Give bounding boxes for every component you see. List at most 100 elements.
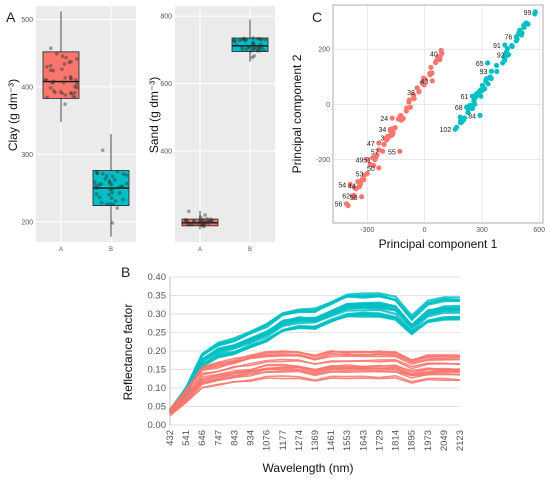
pca-plot-border (332, 4, 544, 224)
sand-jitter-point (252, 54, 257, 58)
pca-point-label: 40 (430, 51, 438, 58)
sand-jitter-point (253, 45, 258, 50)
clay-jitter-point (95, 186, 99, 190)
pca-labeled-point (429, 78, 435, 84)
pca-point-group-a (404, 105, 410, 111)
sand-jitter-point (189, 222, 194, 227)
spectra-line-group-b (169, 313, 460, 413)
clay-y-tick-label: 300 (21, 152, 33, 159)
spectra-y-tick-label: 0.15 (148, 365, 167, 376)
pca-labeled-point (387, 126, 393, 132)
pca-point-label: 24 (380, 116, 388, 123)
clay-jitter-point (110, 221, 115, 225)
clay-jitter-point (51, 68, 56, 73)
spectra-y-tick-label: 0.35 (148, 291, 167, 302)
clay-jitter-point (60, 67, 64, 72)
pca-point-label: 54 (338, 182, 346, 189)
pca-point-group-b (484, 76, 490, 82)
pca-point-label: 43 (420, 79, 428, 86)
clay-jitter-point (62, 62, 67, 66)
pca-point-group-a (406, 97, 413, 103)
clay-jitter-point (97, 182, 101, 187)
pca-y-tick-label: 200 (318, 47, 330, 54)
clay-jitter-point (63, 102, 67, 106)
sand-jitter-point (239, 37, 244, 42)
pca-point-group-a (392, 125, 398, 131)
clay-jitter-point (45, 95, 49, 100)
pca-labeled-point (469, 93, 475, 99)
clay-jitter-point (117, 191, 122, 195)
sand-jitter-point (197, 220, 202, 224)
clay-jitter-point (52, 89, 56, 93)
sand-jitter-point (258, 37, 263, 41)
pca-point-group-b (461, 115, 467, 121)
pca-point-label: 51 (363, 158, 371, 165)
pca-labeled-point (385, 134, 391, 141)
clay-jitter-point (100, 148, 105, 153)
spectra-line-group-a (169, 377, 461, 417)
pca-point-label: 65 (476, 61, 484, 68)
sand-jitter-point (210, 218, 214, 223)
spectra-line-group-a (169, 349, 461, 412)
clay-jitter-point (63, 76, 67, 80)
clay-y-axis-title: Clay (g dm⁻³) (6, 79, 20, 151)
sand-jitter-point (185, 219, 190, 223)
spectra-y-tick-label: 0.30 (148, 309, 167, 320)
panel-letter-b: B (121, 264, 130, 280)
clay-jitter-point (99, 182, 103, 186)
pca-point-group-b (523, 20, 529, 26)
pca-point-group-a (398, 115, 404, 121)
clay-jitter-point (110, 187, 114, 192)
spectra-x-tick-label: 1177 (278, 430, 289, 450)
clay-jitter-point (61, 80, 66, 85)
spectra-line-group-a (169, 353, 461, 411)
clay-jitter-point (110, 191, 114, 195)
pca-x-tick-label: 600 (533, 227, 545, 234)
clay-jitter-point (94, 183, 98, 188)
sand-jitter-point (259, 45, 264, 50)
sand-jitter-point (243, 39, 247, 43)
clay-jitter-point (119, 184, 124, 189)
pca-point-group-b (472, 101, 478, 107)
pca-labeled-point (488, 68, 495, 74)
clay-jitter-point (69, 76, 73, 81)
sand-jitter-point (255, 36, 260, 41)
clay-jitter-point (72, 95, 77, 100)
spectra-line-group-b (169, 301, 461, 412)
clay-jitter-point (45, 65, 49, 69)
pca-labeled-point (343, 201, 349, 207)
sand-jitter-point (250, 55, 255, 60)
pca-point-group-b (479, 82, 486, 88)
spectra-y-tick-label: 0.25 (148, 328, 167, 339)
sand-jitter-point (206, 219, 210, 224)
clay-jitter-point (54, 51, 59, 56)
clay-jitter-point (67, 60, 72, 65)
sand-jitter-point (204, 220, 209, 225)
pca-point-group-b (521, 24, 527, 30)
clay-jitter-point (74, 82, 79, 86)
spectra-x-tick-label: 1461 (326, 430, 337, 451)
sand-jitter-point (202, 221, 206, 226)
sand-jitter-point (257, 36, 261, 41)
panel-letter-c: C (312, 9, 322, 25)
sand-grid (175, 6, 275, 242)
sand-jitter-point (202, 220, 206, 224)
sand-jitter-point (255, 48, 260, 53)
clay-jitter-point (107, 179, 112, 183)
clay-jitter-point (50, 80, 54, 84)
spectra-x-tick-label: 1369 (310, 430, 321, 451)
spectra-x-tick-label: 541 (181, 430, 192, 446)
clay-jitter-point (95, 171, 100, 175)
spectra-x-tick-label: 1729 (374, 430, 385, 451)
pca-point-group-a (428, 64, 434, 70)
sand-jitter-point (257, 45, 261, 50)
sand-jitter-point (187, 209, 191, 214)
sand-jitter-point (260, 37, 264, 41)
pca-point-label: 3 (380, 135, 384, 142)
pca-point-group-b (504, 46, 511, 52)
sand-jitter-point (257, 44, 261, 48)
sand-jitter-point (246, 45, 250, 50)
sand-jitter-point (248, 45, 252, 50)
clay-jitter-point (109, 182, 114, 187)
